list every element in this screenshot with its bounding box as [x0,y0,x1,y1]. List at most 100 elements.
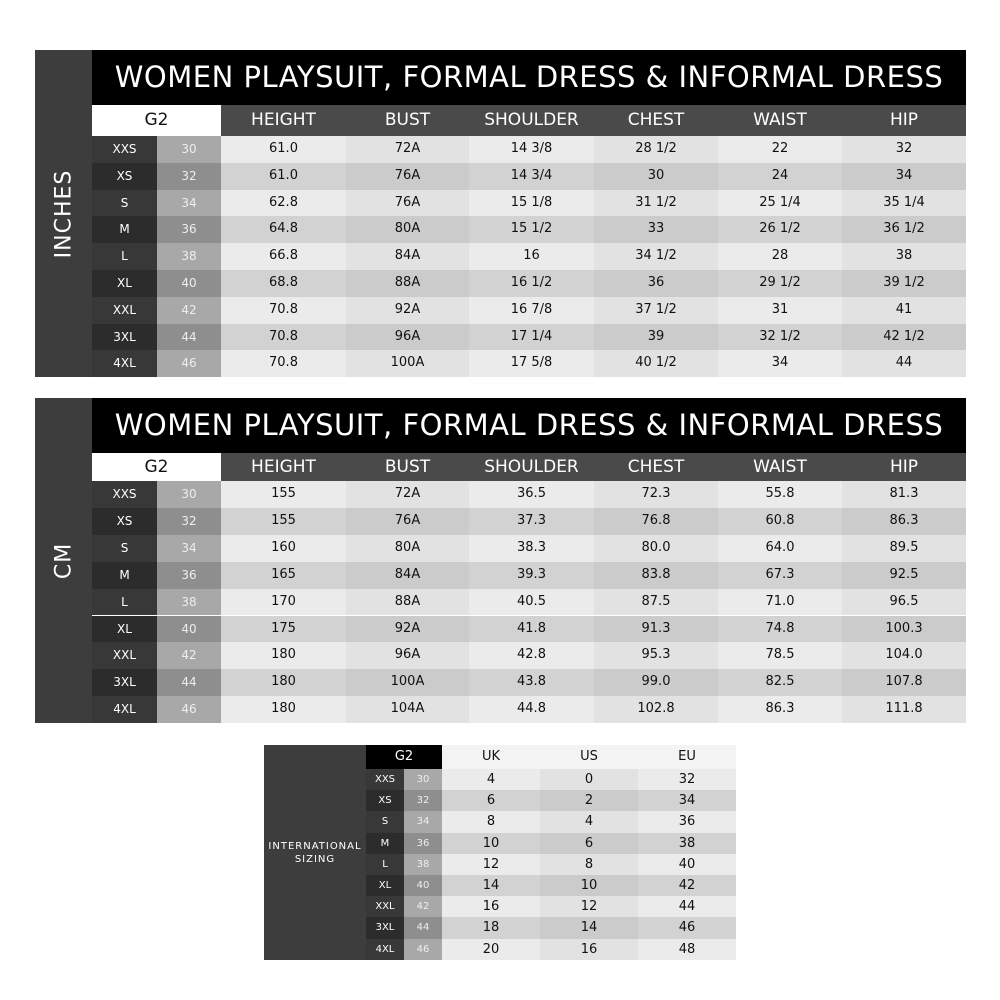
table-cell: 66.8 [221,243,346,270]
column-header: WAIST [718,105,842,136]
table-cell: 96A [346,323,469,351]
size-label: M [92,216,157,244]
table-cell: 44 [842,350,966,378]
g2-number: 40 [157,270,221,297]
table-cell: 15 1/8 [469,189,594,217]
table-cell: 67.3 [718,561,842,589]
size-label: XXS [92,136,157,163]
g2-number: 32 [157,507,221,535]
table-cell: 16 [540,938,638,960]
table-cell: 20 [442,938,540,960]
size-label: 3XL [92,323,157,351]
unit-band: INCHES [35,50,92,377]
column-header: SHOULDER [469,105,594,136]
table-cell: 175 [221,615,346,643]
table-cell: 88A [346,270,469,297]
unit-band: CM [35,398,92,723]
table-cell: 38 [638,832,736,854]
table-cell: 74.8 [718,615,842,643]
table-cell: 44 [638,896,736,918]
size-label: L [92,588,157,616]
table-cell: 36 [638,811,736,833]
table-cell: 37.3 [469,507,594,535]
column-header: HIP [842,453,966,481]
table-cell: 32 1/2 [718,323,842,351]
g2-number: 30 [157,481,221,508]
g2-number: 30 [404,769,442,791]
table-row: S 34 160 80A 38.3 80.0 64.0 89.5 [92,534,966,562]
table-cell: 16 [442,896,540,918]
g2-number: 44 [157,669,221,697]
table-cell: 76A [346,162,469,190]
size-label: 3XL [366,917,404,939]
table-cell: 92A [346,615,469,643]
table-cell: 32 [638,769,736,791]
column-header: CHEST [594,453,718,481]
table-row: XXL 42 180 96A 42.8 95.3 78.5 104.0 [92,642,966,670]
size-label: XL [92,270,157,297]
size-label: S [92,534,157,562]
column-header: HEIGHT [221,453,346,481]
table-cell: 180 [221,669,346,697]
table-cell: 8 [540,853,638,875]
g2-number: 36 [404,832,442,854]
table-cell: 44.8 [469,696,594,724]
table-row: XL 40 68.8 88A 16 1/2 36 29 1/2 39 1/2 [92,270,966,297]
table-cell: 16 1/2 [469,270,594,297]
size-label: XXS [366,769,404,791]
column-header: CHEST [594,105,718,136]
table-cell: 70.8 [221,350,346,378]
g2-number: 30 [157,136,221,163]
table-cell: 15 1/2 [469,216,594,244]
table-row: L 38 170 88A 40.5 87.5 71.0 96.5 [92,588,966,616]
table-title: WOMEN PLAYSUIT, FORMAL DRESS & INFORMAL … [92,50,966,105]
table-row: XS 32 61.0 76A 14 3/4 30 24 34 [92,162,966,190]
table-cell: 10 [540,875,638,897]
table-cell: 72.3 [594,481,718,508]
size-label: L [366,853,404,875]
table-cell: 61.0 [221,162,346,190]
table-cell: 17 5/8 [469,350,594,378]
table-cell: 84A [346,561,469,589]
table-cell: 17 1/4 [469,323,594,351]
g2-number: 36 [157,561,221,589]
table-row: XXS 30 4 0 32 [366,769,736,791]
unit-label: INCHES [51,169,76,258]
table-row: XL 40 14 10 42 [366,875,736,897]
table-cell: 31 [718,296,842,324]
table-cell: 14 [442,875,540,897]
table-cell: 55.8 [718,481,842,508]
table-cell: 155 [221,507,346,535]
column-header: HEIGHT [221,105,346,136]
column-header: EU [638,745,736,769]
g2-number: 46 [157,696,221,724]
size-label: 3XL [92,669,157,697]
g2-number: 34 [157,189,221,217]
column-header: BUST [346,453,469,481]
g2-number: 46 [404,938,442,960]
g2-number: 38 [404,853,442,875]
table-cell: 35 1/4 [842,189,966,217]
table-cell: 92A [346,296,469,324]
header-row: G2 HEIGHT BUST SHOULDER CHEST WAIST HIP [92,453,966,481]
table-row: M 36 64.8 80A 15 1/2 33 26 1/2 36 1/2 [92,216,966,244]
header-row: G2 UK US EU [366,745,736,769]
table-cell: 16 [469,243,594,270]
table-cell: 72A [346,481,469,508]
g2-header: G2 [92,453,221,481]
size-label: S [366,811,404,833]
table-row: 3XL 44 18 14 46 [366,917,736,939]
table-cell: 160 [221,534,346,562]
column-header: BUST [346,105,469,136]
table-row: 4XL 46 180 104A 44.8 102.8 86.3 111.8 [92,696,966,724]
size-label: XS [92,507,157,535]
table-cell: 43.8 [469,669,594,697]
g2-number: 44 [404,917,442,939]
table-cell: 70.8 [221,323,346,351]
table-cell: 104A [346,696,469,724]
table-cell: 33 [594,216,718,244]
table-cell: 96A [346,642,469,670]
table-title: WOMEN PLAYSUIT, FORMAL DRESS & INFORMAL … [92,398,966,453]
header-row: G2 HEIGHT BUST SHOULDER CHEST WAIST HIP [92,105,966,136]
table-cell: 36.5 [469,481,594,508]
